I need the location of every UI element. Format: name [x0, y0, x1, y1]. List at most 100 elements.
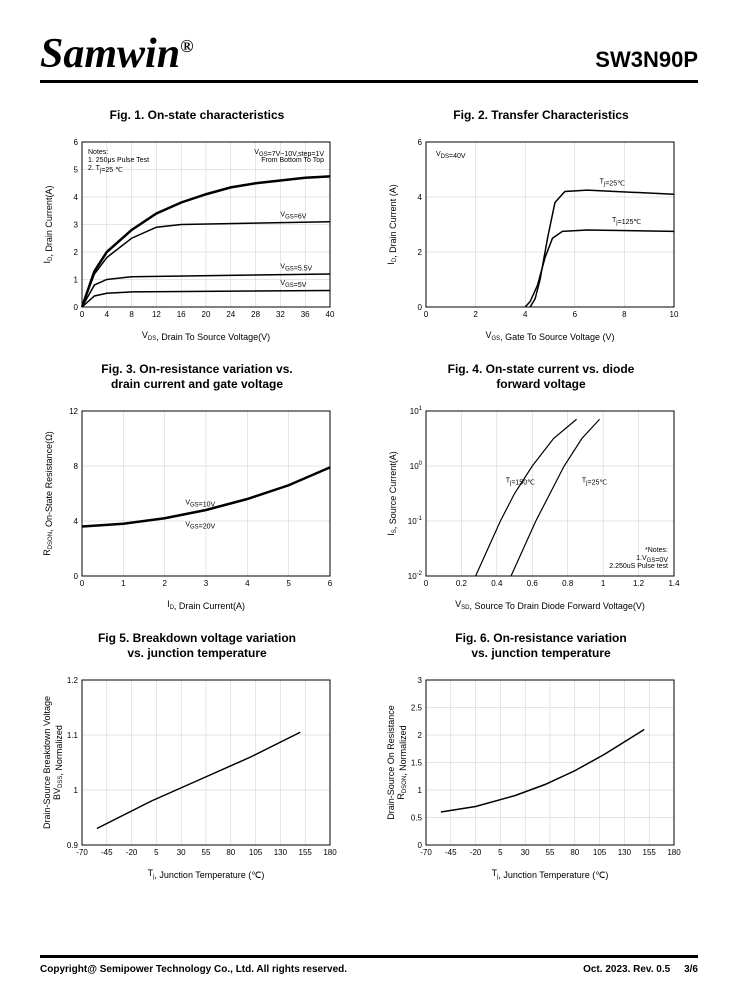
svg-text:100: 100 — [410, 461, 423, 471]
svg-text:ID, Drain Current (A): ID, Drain Current (A) — [386, 184, 398, 264]
svg-text:1: 1 — [418, 786, 423, 795]
svg-text:4: 4 — [245, 579, 250, 588]
svg-text:3: 3 — [74, 220, 79, 229]
svg-text:Tj, Junction Temperature (℃): Tj, Junction Temperature (℃) — [492, 868, 609, 880]
svg-text:RDSON, Normalized: RDSON, Normalized — [396, 725, 408, 799]
fig-6: Fig. 6. On-resistance variation vs. junc… — [384, 631, 698, 880]
fig-4: Fig. 4. On-state current vs. diode forwa… — [384, 362, 698, 611]
svg-text:Tj=25℃: Tj=25℃ — [582, 477, 607, 486]
svg-text:0: 0 — [424, 579, 429, 588]
reg-mark: ® — [180, 36, 193, 56]
svg-text:-20: -20 — [470, 848, 482, 857]
svg-text:155: 155 — [299, 848, 313, 857]
svg-text:8: 8 — [129, 310, 134, 319]
svg-text:0: 0 — [74, 572, 79, 581]
svg-text:5: 5 — [286, 579, 291, 588]
svg-text:4: 4 — [418, 193, 423, 202]
svg-text:0.2: 0.2 — [456, 579, 468, 588]
svg-text:IS, Source Current(A): IS, Source Current(A) — [386, 451, 398, 536]
svg-text:2.250uS Pulse test: 2.250uS Pulse test — [609, 563, 668, 570]
svg-text:0: 0 — [424, 310, 429, 319]
svg-text:0: 0 — [80, 310, 85, 319]
svg-text:VGS=5V: VGS=5V — [280, 280, 306, 289]
svg-text:0: 0 — [80, 579, 85, 588]
fig-2-title: Fig. 2. Transfer Characteristics — [384, 108, 698, 124]
fig-5-title: Fig 5. Breakdown voltage variation vs. j… — [40, 631, 354, 662]
footer-right: Oct. 2023. Rev. 0.5 3/6 — [583, 964, 698, 975]
svg-text:5: 5 — [74, 165, 79, 174]
svg-text:-70: -70 — [420, 848, 432, 857]
svg-text:10-2: 10-2 — [408, 571, 423, 581]
svg-text:*Notes:: *Notes: — [645, 547, 668, 554]
fig-3-title: Fig. 3. On-resistance variation vs. drai… — [40, 362, 354, 393]
fig-1: Fig. 1. On-state characteristics 0481216… — [40, 108, 354, 342]
svg-text:From Bottom To Top: From Bottom To Top — [261, 157, 324, 164]
fig-6-chart: -70-45-20530558010513015518000.511.522.5… — [384, 670, 684, 880]
svg-text:10-1: 10-1 — [408, 516, 423, 526]
part-number: SW3N90P — [595, 47, 698, 73]
svg-text:0.4: 0.4 — [491, 579, 503, 588]
svg-text:6: 6 — [74, 138, 79, 147]
svg-text:VDS, Drain To Source Voltage(V: VDS, Drain To Source Voltage(V) — [142, 330, 270, 342]
copyright: Copyright@ Semipower Technology Co., Ltd… — [40, 964, 347, 975]
page-header: Samwin® SW3N90P — [40, 30, 698, 83]
svg-text:180: 180 — [323, 848, 337, 857]
svg-text:-45: -45 — [101, 848, 113, 857]
svg-text:101: 101 — [410, 406, 423, 416]
svg-text:130: 130 — [618, 848, 632, 857]
fig-1-title: Fig. 1. On-state characteristics — [40, 108, 354, 124]
fig-3: Fig. 3. On-resistance variation vs. drai… — [40, 362, 354, 611]
svg-text:6: 6 — [328, 579, 333, 588]
svg-text:2: 2 — [418, 248, 423, 257]
svg-text:12: 12 — [152, 310, 161, 319]
svg-text:30: 30 — [177, 848, 186, 857]
fig-6-title: Fig. 6. On-resistance variation vs. junc… — [384, 631, 698, 662]
svg-text:20: 20 — [202, 310, 211, 319]
svg-text:4: 4 — [74, 193, 79, 202]
svg-text:80: 80 — [570, 848, 579, 857]
svg-text:4: 4 — [74, 517, 79, 526]
figure-grid: Fig. 1. On-state characteristics 0481216… — [40, 108, 698, 880]
fig-5: Fig 5. Breakdown voltage variation vs. j… — [40, 631, 354, 880]
svg-text:1.1: 1.1 — [67, 731, 79, 740]
svg-text:0: 0 — [74, 303, 79, 312]
page-footer: Copyright@ Semipower Technology Co., Ltd… — [40, 955, 698, 975]
svg-text:RDSON, On-State Resistance(Ω): RDSON, On-State Resistance(Ω) — [42, 431, 54, 556]
svg-text:VDS=40V: VDS=40V — [436, 151, 466, 160]
svg-text:1: 1 — [74, 275, 79, 284]
svg-text:-20: -20 — [126, 848, 138, 857]
svg-text:0: 0 — [418, 841, 423, 850]
svg-text:Notes:: Notes: — [88, 149, 108, 156]
svg-text:-45: -45 — [445, 848, 457, 857]
svg-text:1.5: 1.5 — [411, 758, 423, 767]
fig-2: Fig. 2. Transfer Characteristics 0246810… — [384, 108, 698, 342]
svg-text:VGS=10V: VGS=10V — [185, 499, 215, 508]
svg-text:VGS=20V: VGS=20V — [185, 521, 215, 530]
svg-text:1: 1 — [601, 579, 606, 588]
svg-text:3: 3 — [204, 579, 209, 588]
svg-text:55: 55 — [546, 848, 555, 857]
svg-text:12: 12 — [69, 407, 78, 416]
svg-text:0: 0 — [418, 303, 423, 312]
fig-3-chart: 012345604812ID, Drain Current(A)RDSON, O… — [40, 401, 340, 611]
svg-text:40: 40 — [326, 310, 335, 319]
svg-text:VGS=5.5V: VGS=5.5V — [280, 263, 312, 272]
svg-text:1: 1 — [121, 579, 126, 588]
brand-logo: Samwin® — [40, 30, 194, 78]
fig-5-chart: -70-45-2053055801051301551800.911.11.2Tj… — [40, 670, 340, 880]
svg-text:32: 32 — [276, 310, 285, 319]
page-num: 3/6 — [684, 964, 698, 975]
fig-4-title: Fig. 4. On-state current vs. diode forwa… — [384, 362, 698, 393]
svg-text:VGS, Gate To Source Voltage (: VGS, Gate To Source Voltage (V) — [485, 330, 614, 342]
svg-text:5: 5 — [154, 848, 159, 857]
fig-4-chart: 00.20.40.60.811.21.410-210-1100101VSD, S… — [384, 401, 684, 611]
svg-text:4: 4 — [523, 310, 528, 319]
svg-text:ID, Drain Current(A): ID, Drain Current(A) — [42, 185, 54, 263]
svg-text:10: 10 — [670, 310, 679, 319]
svg-text:Tj=125℃: Tj=125℃ — [612, 216, 641, 225]
svg-text:55: 55 — [202, 848, 211, 857]
svg-text:VSD, Source To Drain Diode For: VSD, Source To Drain Diode Forward Volta… — [455, 599, 645, 611]
fig-1-chart: 04812162024283236400123456VDS, Drain To … — [40, 132, 340, 342]
svg-text:2. Tj=25 ℃: 2. Tj=25 ℃ — [88, 165, 123, 174]
svg-text:4: 4 — [105, 310, 110, 319]
